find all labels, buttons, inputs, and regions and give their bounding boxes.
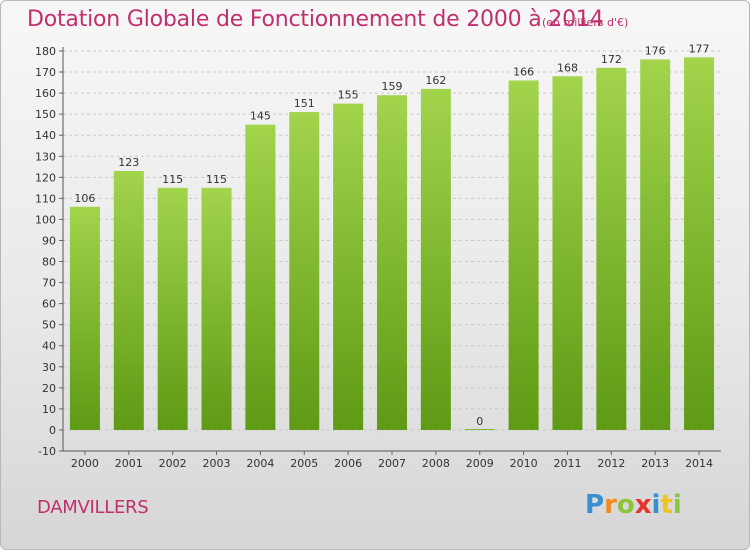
bar-2000 [69, 206, 100, 430]
y-tick-label: 50 [42, 319, 56, 332]
y-tick-label: 160 [35, 87, 56, 100]
value-label: 177 [689, 42, 710, 55]
x-tick-label: 2007 [378, 457, 406, 470]
bar-2005 [289, 112, 320, 430]
y-tick-label: 20 [42, 382, 56, 395]
value-label: 162 [425, 74, 446, 87]
bar-2002 [157, 187, 188, 430]
x-tick-label: 2008 [422, 457, 450, 470]
value-label: 166 [513, 65, 534, 78]
value-label: 172 [601, 53, 622, 66]
x-tick-label: 2002 [159, 457, 187, 470]
value-label: 159 [382, 80, 403, 93]
y-tick-label: 100 [35, 213, 56, 226]
bars [69, 57, 715, 430]
x-tick-label: 2005 [290, 457, 318, 470]
y-tick-label: 70 [42, 277, 56, 290]
x-tick-label: 2011 [553, 457, 581, 470]
y-tick-label: 110 [35, 192, 56, 205]
y-tick-label: 140 [35, 129, 56, 142]
x-tick-label: 2000 [71, 457, 99, 470]
y-tick-label: 80 [42, 256, 56, 269]
bar-2007 [377, 95, 407, 430]
chart-subtitle: (en milliers d'€) [542, 16, 629, 29]
value-label: 176 [645, 44, 666, 57]
value-label: 123 [118, 156, 139, 169]
x-tick-label: 2012 [597, 457, 625, 470]
bar-2010 [508, 80, 539, 430]
logo-letter: P [585, 490, 605, 520]
bar-2013 [640, 59, 671, 430]
commune-name: DAMVILLERS [37, 497, 149, 518]
labels: 106 123 115 115 145 151 155 159 162 0 166 168 172 176… [74, 42, 709, 428]
y-tick-label: 170 [35, 66, 56, 79]
y-tick-label: -10 [38, 445, 56, 458]
y-tick-label: 60 [42, 298, 56, 311]
x-tick-label: 2006 [334, 457, 362, 470]
value-label: 151 [294, 97, 315, 110]
bar-2001 [113, 171, 144, 430]
y-tick-label: 180 [35, 45, 56, 58]
x-tick-label: 2013 [641, 457, 669, 470]
y-tick-label: 10 [42, 403, 56, 416]
axes: -10 0 10 20 30 40 50 60 70 80 90 100 110 120 130 140 150… [35, 45, 721, 470]
x-tick-label: 2001 [115, 457, 143, 470]
y-tick-label: 40 [42, 340, 56, 353]
y-tick-label: 0 [49, 424, 56, 437]
bar-2009 [464, 428, 495, 430]
logo-letter: i [651, 490, 661, 520]
value-label: 106 [74, 192, 95, 205]
y-tick-label: 120 [35, 171, 56, 184]
logo-letter: r [604, 490, 617, 520]
proxiti-logo: Proxiti [585, 490, 682, 520]
logo-letter: t [660, 490, 673, 520]
bar-2011 [552, 76, 583, 430]
bar-2003 [201, 187, 232, 430]
bar-2012 [596, 67, 627, 430]
y-tick-label: 150 [35, 108, 56, 121]
y-tick-label: 90 [42, 234, 56, 247]
y-tick-label: 30 [42, 361, 56, 374]
bar-2014 [684, 57, 715, 430]
logo-letter: x [634, 490, 652, 520]
x-tick-label: 2014 [685, 457, 713, 470]
x-tick-label: 2009 [466, 457, 494, 470]
x-tick-label: 2004 [246, 457, 274, 470]
value-label: 145 [250, 110, 271, 123]
bar-2006 [333, 103, 364, 430]
value-label: 168 [557, 61, 578, 74]
bar-2004 [245, 124, 276, 430]
value-label: 155 [338, 89, 359, 102]
chart-title: Dotation Globale de Fonctionnement de 20… [27, 7, 604, 32]
value-label: 115 [162, 173, 183, 186]
bar-2008 [420, 88, 451, 430]
logo-letter: i [672, 490, 682, 520]
logo-letter: o [616, 490, 635, 520]
value-label: 115 [206, 173, 227, 186]
x-tick-label: 2010 [510, 457, 538, 470]
y-tick-label: 130 [35, 150, 56, 163]
x-tick-label: 2003 [203, 457, 231, 470]
value-label: 0 [476, 415, 483, 428]
